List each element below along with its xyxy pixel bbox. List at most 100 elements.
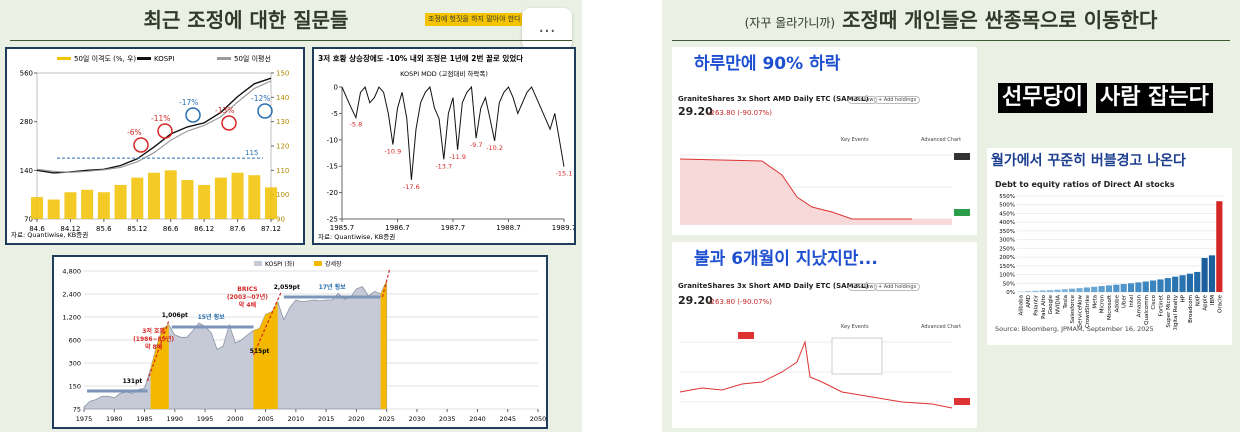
- bar: [1127, 283, 1135, 292]
- badge: [738, 332, 754, 339]
- bull-band: [380, 280, 387, 409]
- line-sketch: [679, 340, 953, 409]
- annotation: BRICS: [237, 286, 257, 293]
- bar: [47, 199, 60, 219]
- x-tick-label: 2035: [439, 415, 456, 423]
- x-tick-label: Microsoft: [1107, 294, 1113, 320]
- badge: [954, 209, 970, 216]
- x-tick-label: 1988.7: [496, 224, 521, 232]
- annotation: -11%: [151, 114, 170, 123]
- bar: [1047, 290, 1054, 292]
- bar: [1164, 278, 1171, 292]
- bar: [114, 184, 127, 219]
- chart-title: 3저 호황 상승장에도 -10% 내외 조정은 1년에 2번 꼴로 있었다: [318, 53, 523, 63]
- bar: [1076, 288, 1083, 292]
- tooltip: [831, 337, 883, 375]
- y-tick-label: -25: [327, 216, 338, 224]
- legend-label: 강세장: [325, 260, 342, 268]
- x-tick-label: 2010: [288, 415, 305, 423]
- bar: [1157, 279, 1164, 292]
- y-tick-label: -20: [327, 189, 338, 197]
- x-tick-label: 1990: [167, 415, 184, 423]
- area-sketch: [680, 159, 952, 225]
- data-label: -5.8: [350, 121, 363, 129]
- bar: [1098, 286, 1105, 292]
- data-label: -13.7: [435, 162, 452, 170]
- highlight-circle: [257, 103, 273, 119]
- bar: [1179, 275, 1186, 292]
- y-tick-label: 300%: [999, 238, 1015, 244]
- advanced-chart[interactable]: Advanced Chart: [921, 137, 962, 143]
- bar: [1069, 288, 1076, 292]
- x-tick-label: 1989.7: [552, 224, 574, 232]
- x-tick-label: 1987.7: [441, 224, 466, 232]
- x-tick-label: 1985.7: [330, 224, 355, 232]
- line: [341, 85, 565, 180]
- bar: [181, 180, 194, 219]
- reference-label: 115: [245, 149, 258, 157]
- annotation: 1,006pt: [162, 312, 188, 319]
- annotation: 131pt: [123, 378, 143, 385]
- bar: [198, 184, 211, 219]
- chart-source: Source: Bloomberg, JPMAM, September 16, …: [995, 325, 1154, 333]
- bar: [148, 172, 160, 219]
- add-button[interactable]: + Add holdings: [874, 283, 921, 291]
- chart-box: 3저 호황 상승장에도 -10% 내외 조정은 1년에 2번 꼴로 있었다 KOS…: [312, 47, 576, 245]
- y-tick-label: 400%: [999, 220, 1015, 226]
- chart-title: Debt to equity ratios of Direct AI stock…: [995, 180, 1175, 189]
- y-tick-label: 250%: [999, 246, 1015, 252]
- x-tick-label: 87.6: [230, 225, 246, 233]
- y-tick-label: -10: [327, 136, 338, 144]
- advanced-chart[interactable]: Advanced Chart: [921, 324, 962, 330]
- add-button[interactable]: + Add holdings: [874, 96, 921, 104]
- y2-tick-label: 90: [276, 216, 285, 224]
- bull-band: [253, 301, 278, 409]
- x-tick-label: 84.12: [60, 225, 80, 233]
- left-slide: 최근 조정에 대한 질문들 조정에 헛짓을 하지 말아야 한다 ... 70 14…: [0, 0, 582, 432]
- x-tick-label: NVIDIA: [1055, 295, 1061, 314]
- chart-box: 75 150 300 600 1,200 2,400 4,800 1975 1980 1985 19…: [52, 255, 548, 429]
- chart: 3저 호황 상승장에도 -10% 내외 조정은 1년에 2번 꼴로 있었다 KOS…: [318, 53, 574, 241]
- price: 29.20: [678, 294, 713, 307]
- annotation: 3저 호황: [142, 327, 165, 335]
- y-tick-label: 100%: [999, 273, 1015, 279]
- ticker: GraniteShares 3x Short AMD Daily ETC (SA…: [678, 282, 869, 290]
- key-events[interactable]: Key Events: [841, 324, 869, 330]
- legend-label: KOSPI (좌): [265, 260, 295, 268]
- y-tick-label: -5: [331, 110, 338, 118]
- key-events[interactable]: Key Events: [841, 137, 869, 143]
- badge: [954, 153, 970, 160]
- menu-button[interactable]: ...: [522, 8, 572, 50]
- bar: [1120, 283, 1127, 292]
- panel-heading: 하루만에 90% 하락: [694, 54, 841, 74]
- bar: [1105, 285, 1113, 292]
- x-tick-label: 2040: [469, 415, 486, 423]
- title-main: 조정때 개인들은 싼종목으로 이동한다: [842, 8, 1158, 32]
- chart-box: 70 140 280 560 90 100 110 120 130 140 150 84.6 84.12…: [5, 47, 305, 245]
- annotation: (1986~89년): [133, 335, 174, 343]
- y-tick-label: 75: [73, 406, 81, 414]
- bar: [1135, 282, 1142, 292]
- chart: 75 150 300 600 1,200 2,400 4,800 1975 1980 1985 19…: [62, 260, 546, 423]
- annotation: -13%: [215, 106, 234, 115]
- grid: [680, 341, 952, 403]
- legend-swatch: [314, 261, 322, 266]
- bar: [248, 175, 261, 219]
- y-tick-label: 150%: [999, 264, 1015, 270]
- highlight-circle: [221, 115, 237, 131]
- y-tick-label: 50%: [1003, 281, 1015, 287]
- line: [36, 80, 272, 174]
- bar: [1061, 289, 1068, 292]
- x-tick-label: 1986.7: [385, 224, 410, 232]
- change: -263.80 (-90.07%): [708, 298, 772, 306]
- annotation: 515pt: [250, 348, 270, 355]
- bar: [1032, 290, 1039, 292]
- x-tick-label: Broadcom: [1188, 295, 1194, 323]
- price-sketch: [679, 332, 970, 409]
- x-tick-label: 1980: [106, 415, 123, 423]
- x-tick-label: Digital Realty: [1173, 294, 1179, 330]
- bar: [1201, 257, 1208, 292]
- x-tick-label: 2030: [409, 415, 426, 423]
- annotation: -17%: [179, 98, 198, 107]
- legend-swatch: [137, 57, 151, 60]
